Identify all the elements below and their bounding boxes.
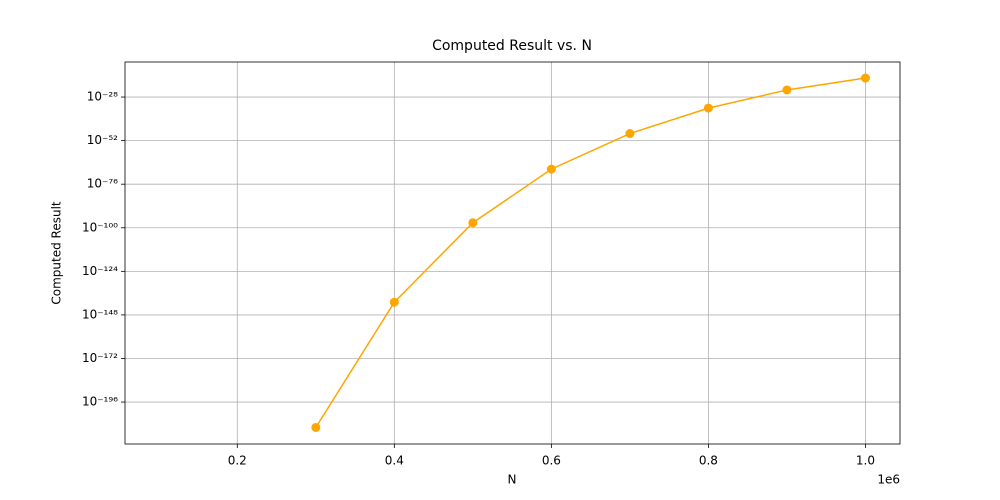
data-point — [703, 103, 713, 113]
data-point — [782, 85, 792, 95]
data-point — [389, 297, 399, 307]
data-point — [311, 422, 321, 432]
x-tick-label: 0.4 — [385, 454, 404, 468]
y-tick-label: 10⁻¹⁷² — [82, 351, 118, 365]
x-tick-label: 0.8 — [699, 454, 718, 468]
y-tick-label: 10⁻⁷⁶ — [87, 177, 118, 191]
data-line — [315, 77, 866, 428]
y-tick-label: 10⁻¹²⁴ — [82, 264, 118, 278]
data-point — [625, 129, 635, 139]
x-tick-label: 0.6 — [542, 454, 561, 468]
x-axis-label: N — [508, 473, 517, 487]
y-tick-label: 10⁻¹⁰⁰ — [82, 220, 118, 234]
data-point — [546, 164, 556, 174]
data-point — [860, 73, 870, 83]
y-tick-label: 10⁻²⁸ — [87, 90, 118, 104]
x-tick-label: 1.0 — [856, 454, 875, 468]
chart-title: Computed Result vs. N — [432, 38, 592, 54]
data-point — [468, 218, 478, 228]
x-tick-label: 0.2 — [228, 454, 247, 468]
y-tick-label: 10⁻⁵² — [87, 133, 118, 147]
x-offset-label: 1e6 — [877, 473, 900, 487]
y-axis-label: Computed Result — [50, 201, 64, 305]
plot-frame — [124, 61, 901, 445]
y-tick-label: 10⁻¹⁴⁸ — [82, 307, 118, 321]
y-tick-label: 10⁻¹⁹⁶ — [82, 395, 118, 409]
